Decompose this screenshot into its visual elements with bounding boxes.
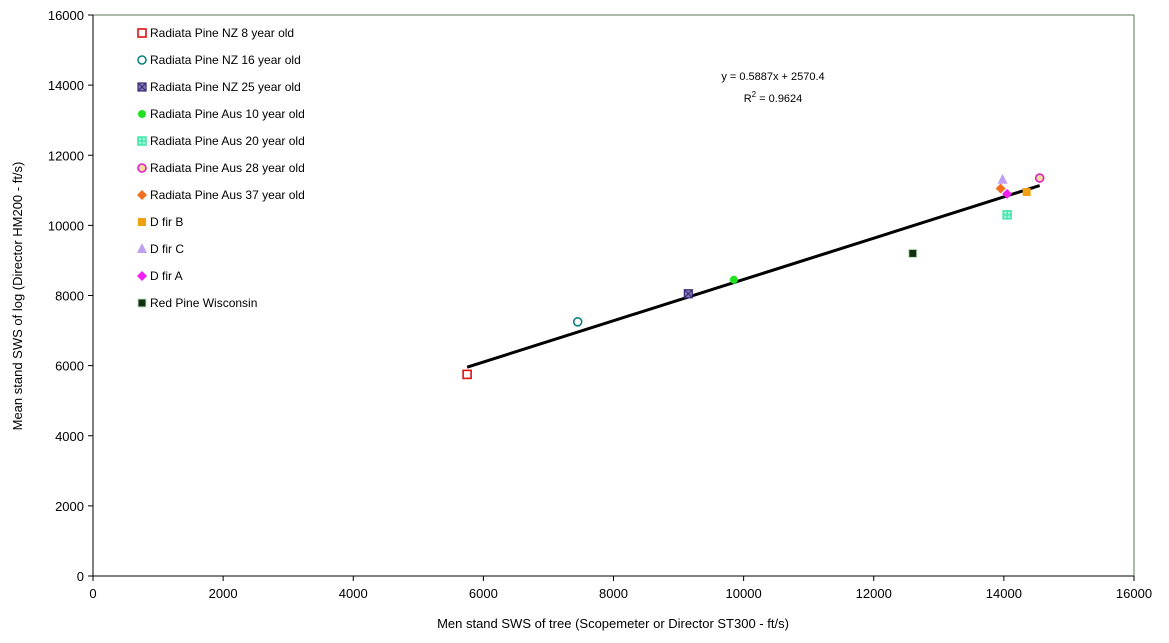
y-tick-label: 14000	[48, 78, 84, 93]
legend-marker	[138, 218, 146, 226]
x-tick-label: 10000	[726, 586, 762, 601]
data-point	[1022, 188, 1031, 197]
data-point	[729, 275, 738, 284]
data-point	[462, 369, 472, 380]
legend-label: Red Pine Wisconsin	[150, 296, 257, 310]
data-point	[908, 248, 918, 258]
data-point	[995, 183, 1006, 194]
legend-marker	[137, 163, 147, 173]
data-point	[1002, 188, 1013, 199]
x-tick-label: 8000	[599, 586, 628, 601]
y-tick-label: 12000	[48, 148, 84, 163]
y-tick-label: 10000	[48, 218, 84, 233]
legend-label: Radiata Pine NZ 16 year old	[150, 53, 301, 67]
plot-area	[92, 14, 1135, 577]
trendline	[466, 184, 1041, 369]
legend-marker	[137, 55, 147, 65]
legend-label: D fir B	[150, 215, 183, 229]
legend-label: Radiata Pine NZ 8 year old	[150, 26, 294, 40]
legend-marker	[137, 271, 147, 281]
y-axis-title: Mean stand SWS of log (Director HM200 - …	[10, 162, 25, 431]
legend-label: Radiata Pine Aus 28 year old	[150, 161, 305, 175]
legend-marker	[138, 110, 146, 118]
x-axis: 0 2000 4000 6000 8000 10000 12000 14000 16000	[89, 576, 1152, 601]
legend-label: Radiata Pine NZ 25 year old	[150, 80, 301, 94]
x-tick-label: 6000	[469, 586, 498, 601]
x-tick-label: 2000	[209, 586, 238, 601]
data-point	[1002, 210, 1012, 220]
x-axis-title: Men stand SWS of tree (Scopemeter or Dir…	[437, 616, 789, 631]
trendline-r-squared: R2 = 0.9624	[744, 90, 803, 105]
data-point	[1034, 173, 1045, 183]
legend-marker	[137, 136, 147, 146]
legend-label: Radiata Pine Aus 37 year old	[150, 188, 305, 202]
data-point	[997, 173, 1008, 184]
y-tick-label: 2000	[55, 499, 84, 514]
x-tick-label: 12000	[856, 586, 892, 601]
legend-label: Radiata Pine Aus 10 year old	[150, 107, 305, 121]
x-tick-label: 4000	[339, 586, 368, 601]
x-tick-label: 0	[89, 586, 96, 601]
x-tick-label: 14000	[986, 586, 1022, 601]
trendline-equation: y = 0.5887x + 2570.4	[721, 71, 824, 83]
legend: Radiata Pine NZ 8 year old Radiata Pine N…	[137, 26, 305, 310]
trendline-group	[466, 184, 1041, 369]
legend-marker	[137, 82, 147, 92]
x-tick-label: 16000	[1116, 586, 1152, 601]
r2-prefix: R	[744, 93, 752, 105]
r2-value: = 0.9624	[756, 93, 802, 105]
y-axis: 0 2000 4000 6000 8000 10000 12000 14000 16000	[48, 8, 93, 584]
legend-label: D fir C	[150, 242, 184, 256]
legend-marker	[137, 190, 147, 200]
r2-superscript: 2	[752, 90, 757, 99]
y-tick-label: 0	[77, 569, 84, 584]
y-tick-label: 6000	[55, 359, 84, 374]
data-point	[683, 289, 693, 299]
y-tick-label: 4000	[55, 429, 84, 444]
data-point	[572, 316, 583, 327]
y-tick-label: 8000	[55, 289, 84, 304]
legend-label: Radiata Pine Aus 20 year old	[150, 134, 305, 148]
legend-label: D fir A	[150, 269, 183, 283]
legend-marker	[137, 243, 147, 253]
y-tick-label: 16000	[48, 8, 84, 23]
legend-marker	[137, 298, 147, 308]
legend-marker	[137, 28, 147, 38]
data-points	[462, 173, 1045, 380]
